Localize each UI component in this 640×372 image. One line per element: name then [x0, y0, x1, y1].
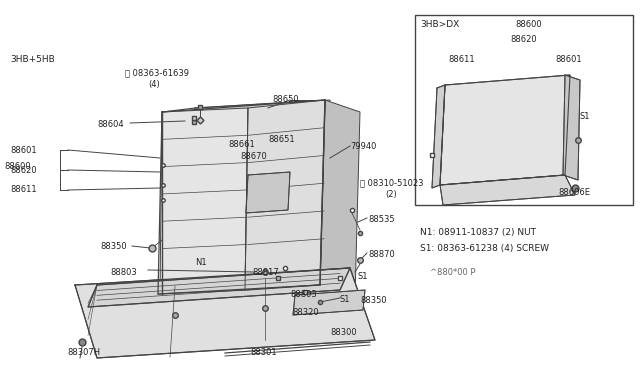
Polygon shape	[320, 100, 360, 298]
Text: Ⓢ 08310-51023: Ⓢ 08310-51023	[360, 178, 424, 187]
Polygon shape	[293, 290, 365, 315]
Polygon shape	[563, 75, 580, 180]
Text: 88620: 88620	[10, 166, 36, 175]
Text: 88300: 88300	[330, 328, 356, 337]
Text: (4): (4)	[148, 80, 160, 89]
Text: 88600: 88600	[515, 20, 541, 29]
Text: S1: S1	[580, 112, 591, 121]
Text: 88651: 88651	[268, 135, 294, 144]
Polygon shape	[75, 268, 375, 358]
Polygon shape	[245, 100, 325, 290]
Text: 88611: 88611	[10, 185, 36, 194]
Text: 88606E: 88606E	[558, 188, 590, 197]
Text: 88817: 88817	[252, 268, 279, 277]
Text: 3HB+5HB: 3HB+5HB	[10, 55, 55, 64]
Text: 88320: 88320	[292, 308, 319, 317]
Polygon shape	[440, 75, 570, 185]
Text: N1: N1	[195, 258, 207, 267]
Polygon shape	[160, 108, 248, 294]
Text: (2): (2)	[385, 190, 397, 199]
Text: 79940: 79940	[350, 142, 376, 151]
Text: 88350: 88350	[360, 296, 387, 305]
Text: S1: 08363-61238 (4) SCREW: S1: 08363-61238 (4) SCREW	[420, 244, 549, 253]
Text: 88301: 88301	[250, 348, 276, 357]
Polygon shape	[440, 175, 575, 205]
Bar	[415, 15, 633, 205]
Text: S1: S1	[358, 272, 369, 281]
Text: 88601: 88601	[10, 146, 36, 155]
Text: 88620: 88620	[510, 35, 536, 44]
Polygon shape	[88, 268, 350, 307]
Polygon shape	[432, 85, 445, 188]
Text: 3HB>DX: 3HB>DX	[420, 20, 460, 29]
Text: 88600: 88600	[4, 162, 31, 171]
Text: 88650: 88650	[272, 95, 299, 104]
Text: 88604: 88604	[97, 120, 124, 129]
Text: 88670: 88670	[240, 152, 267, 161]
Polygon shape	[246, 172, 290, 213]
Text: 88611: 88611	[448, 55, 475, 64]
Text: 88307H: 88307H	[67, 348, 100, 357]
Text: ^880*00 P: ^880*00 P	[430, 268, 476, 277]
Text: Ⓢ 08363-61639: Ⓢ 08363-61639	[125, 68, 189, 77]
Text: S1: S1	[340, 295, 351, 304]
Polygon shape	[192, 100, 330, 293]
Text: 88803: 88803	[290, 290, 317, 299]
Text: 88870: 88870	[368, 250, 395, 259]
Text: 88803: 88803	[110, 268, 137, 277]
Text: N1: 08911-10837 (2) NUT: N1: 08911-10837 (2) NUT	[420, 228, 536, 237]
Text: 88601: 88601	[555, 55, 582, 64]
Text: 88535: 88535	[368, 215, 395, 224]
Text: 88661: 88661	[228, 140, 255, 149]
Text: 88350: 88350	[100, 242, 127, 251]
